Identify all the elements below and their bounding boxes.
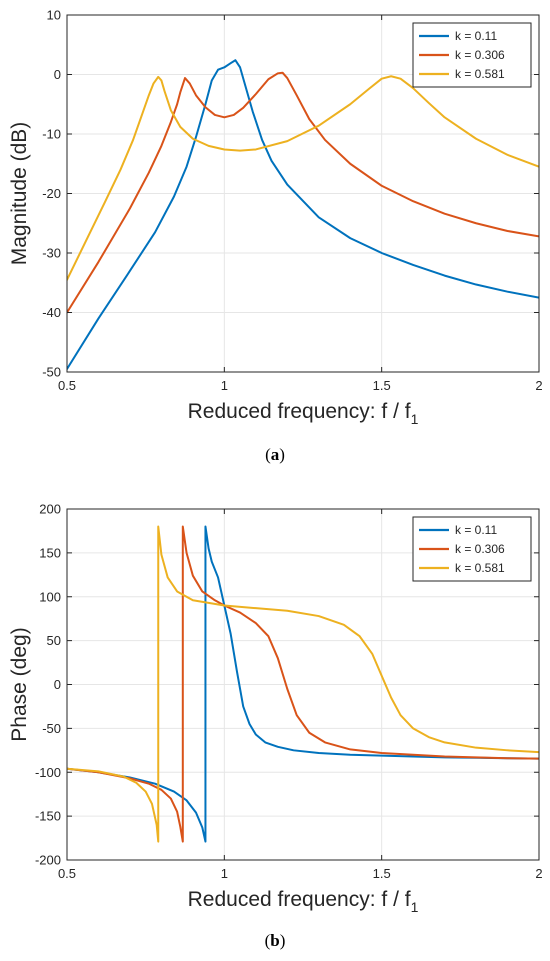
y-tick-label: 0: [54, 677, 61, 692]
x-axis-label-subscript: 1: [411, 411, 419, 427]
y-tick-label: -100: [35, 765, 61, 780]
y-tick-label: -20: [42, 186, 61, 201]
x-tick-label: 1: [221, 378, 228, 393]
x-tick-label: 1.5: [373, 866, 391, 881]
legend: k = 0.11 k = 0.306 k = 0.581: [412, 516, 532, 582]
x-axis-label-main: Reduced frequency: f / f: [188, 888, 411, 911]
y-tick-label: -50: [42, 365, 61, 380]
x-tick-label: 2: [535, 866, 542, 881]
y-tick-label: 0: [54, 67, 61, 82]
x-axis-label-main: Reduced frequency: f / f: [188, 400, 411, 423]
x-tick-label: 1: [221, 866, 228, 881]
series-group: [67, 525, 539, 843]
panel-caption-letter: a: [271, 445, 280, 464]
series-line-3: [67, 75, 539, 281]
y-tick-label: 150: [39, 545, 61, 560]
x-tick-label: 0.5: [58, 866, 76, 881]
y-tick-label: 50: [47, 633, 61, 648]
y-tick-label: -200: [35, 853, 61, 868]
y-tick-label: -30: [42, 246, 61, 261]
y-tick-label: 10: [47, 8, 61, 23]
x-axis-label: Reduced frequency: f / f1: [188, 400, 419, 427]
series-group: [67, 59, 539, 371]
series-line-2: [67, 525, 539, 843]
phase-chart: 0.5 1 1.5 2 -200 -150 -100 -50 0 50 100 150 200 Reduc…: [8, 502, 543, 951]
series-line-3: [67, 525, 539, 843]
y-tick-label: -50: [42, 721, 61, 736]
series-line-1: [67, 59, 539, 371]
x-axis-label-subscript: 1: [411, 899, 419, 915]
x-axis-label: Reduced frequency: f / f1: [188, 888, 419, 915]
legend: k = 0.11 k = 0.306 k = 0.581: [412, 22, 532, 88]
legend-entry-2: k = 0.306: [455, 48, 505, 62]
x-tick-label: 1.5: [373, 378, 391, 393]
x-tick-label: 0.5: [58, 378, 76, 393]
legend-entry-3: k = 0.581: [455, 561, 505, 575]
legend-entry-1: k = 0.11: [455, 29, 497, 43]
y-axis-label: Phase (deg): [8, 627, 31, 741]
y-tick-label: 100: [39, 589, 61, 604]
series-line-2: [67, 71, 539, 314]
y-tick-label: 200: [39, 502, 61, 517]
y-axis-label: Magnitude (dB): [8, 122, 31, 266]
y-tick-label: -150: [35, 809, 61, 824]
legend-entry-3: k = 0.581: [455, 67, 505, 81]
x-tick-label: 2: [535, 378, 542, 393]
panel-caption-letter: b: [270, 931, 279, 950]
legend-entry-1: k = 0.11: [455, 523, 497, 537]
panel-caption: (b): [265, 931, 286, 950]
y-tick-label: -10: [42, 127, 61, 142]
y-tick-label: -40: [42, 305, 61, 320]
series-line-1: [67, 525, 539, 843]
legend-entry-2: k = 0.306: [455, 542, 505, 556]
panel-caption: (a): [265, 445, 285, 464]
magnitude-chart: 0.5 1 1.5 2 -50 -40 -30 -20 -10 0 10 Reduced freque…: [8, 8, 543, 465]
